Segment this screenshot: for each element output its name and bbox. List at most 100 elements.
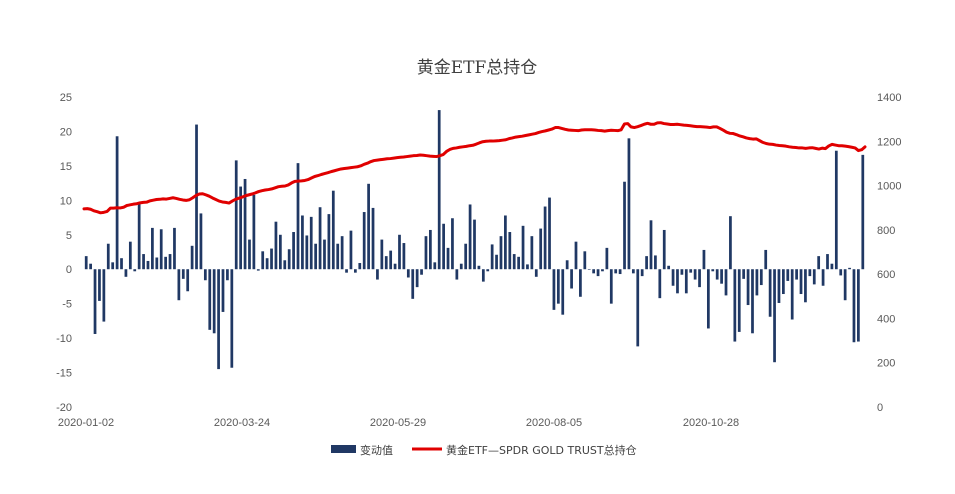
bar [711,269,715,272]
bar [543,206,547,270]
bar [186,269,190,292]
bar [689,269,693,273]
bar [848,267,851,270]
bar [265,258,269,270]
bar [327,214,331,270]
bar [852,269,856,343]
bar [389,250,393,270]
bar [702,249,706,270]
bar [371,207,375,270]
bar [102,269,106,322]
bar [437,110,441,270]
bar [658,269,662,299]
bar [415,269,419,288]
left-tick-label: 0 [66,264,72,276]
bar [830,263,834,270]
bar [234,160,238,270]
bar [155,257,159,270]
bar [680,269,684,275]
bar [733,269,737,342]
bar [504,215,507,270]
bar [283,260,287,270]
bar [93,269,97,334]
bar [839,269,843,276]
right-tick-label: 1000 [877,181,901,193]
right-tick-label: 400 [877,313,895,325]
bar [380,239,384,270]
bar [261,251,265,270]
bar [256,269,260,271]
left-tick-label: 5 [66,230,72,242]
bar [243,178,247,270]
bar [287,249,291,270]
bar [662,229,666,270]
bar [720,269,723,284]
bar [331,190,335,270]
left-tick-label: -10 [56,333,72,345]
bar [698,269,701,288]
left-axis-ticks: 25 20 15 10 5 0 -5 -10 -15 -20 [56,92,72,414]
bar [834,150,838,270]
bar [376,269,379,280]
bar [508,232,512,270]
bar [481,269,485,282]
bar [226,269,229,281]
bar [552,269,556,310]
bar [684,269,688,294]
bar [495,254,498,270]
legend-bar-label: 变动值 [360,443,393,457]
bar [230,269,234,368]
chart-title: 黄金ETF总持仓 [417,58,538,78]
bar [120,258,123,270]
left-tick-label: -20 [56,402,72,414]
holdings-line [82,121,867,215]
left-tick-label: 20 [60,126,72,138]
bar [142,254,145,270]
bar [804,269,807,303]
bar [181,269,185,279]
bar [278,234,282,270]
bar [583,251,587,270]
legend-bar-swatch [331,445,356,453]
bar [671,269,675,286]
bar [693,269,697,280]
right-tick-label: 1400 [877,92,901,104]
bar [579,269,582,297]
bar [857,269,860,342]
bar [159,229,163,270]
left-tick-label: 15 [60,161,72,173]
bar [318,207,322,270]
bar [451,218,454,270]
bar [539,228,543,270]
x-tick-label: 2020-08-05 [526,417,582,429]
right-tick-label: 200 [877,358,895,370]
right-tick-label: 0 [877,402,883,414]
bar [367,183,370,270]
bar [442,223,445,270]
bar [530,236,534,270]
bar [203,269,207,281]
line-series [82,121,867,215]
legend-line-label: 黄金ETF—SPDR GOLD TRUST总持仓 [446,443,637,457]
bar [601,269,604,272]
bar [724,269,728,296]
bar [305,235,309,270]
bar [817,256,821,270]
x-tick-label: 2020-10-28 [683,417,739,429]
bar [751,269,754,334]
bar [309,216,313,270]
bar [345,269,348,273]
bar [667,265,671,270]
bar [424,236,428,270]
x-axis-ticks: 2020-01-02 2020-03-24 2020-05-29 2020-08-05… [58,417,739,429]
bar [384,256,388,270]
right-axis-ticks: 1400 1200 1000 800 600 400 200 0 [877,92,901,414]
bar [645,256,648,270]
bar [248,239,251,270]
bar [706,269,710,329]
bar [755,269,759,296]
bar [521,225,525,270]
bar [208,269,212,330]
bar [715,269,719,280]
